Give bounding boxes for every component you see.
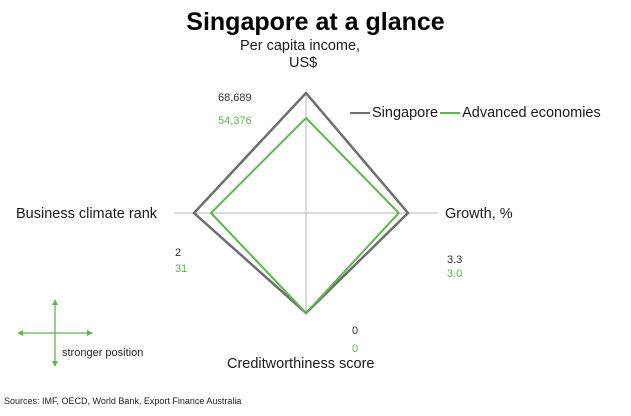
legend: Singapore Advanced economies bbox=[350, 105, 603, 121]
legend-swatch-singapore bbox=[350, 112, 370, 114]
legend-label-singapore: Singapore bbox=[372, 105, 439, 121]
axis-label-growth: Growth, % bbox=[445, 206, 513, 222]
key-arrow-left bbox=[17, 330, 23, 336]
value-label-singapore-growth: 3.3 bbox=[447, 254, 463, 266]
axis-label-creditworthiness: Creditworthiness score bbox=[227, 356, 375, 372]
value-label-advanced-growth: 3.0 bbox=[447, 268, 463, 280]
axis-label-income-line1: Per capita income, bbox=[240, 38, 361, 54]
value-label-singapore-income: 68,689 bbox=[218, 92, 252, 104]
axis-label-income-line2: US$ bbox=[289, 55, 318, 71]
chart-title: Singapore at a glance bbox=[186, 8, 445, 36]
value-label-advanced-business: 31 bbox=[175, 263, 188, 275]
key-arrow-down bbox=[52, 361, 58, 367]
axis-label-business-climate: Business climate rank bbox=[16, 206, 158, 222]
key-arrow-right bbox=[87, 330, 93, 336]
legend-item-singapore: Singapore bbox=[350, 105, 438, 121]
source-note: Sources: IMF, OECD, World Bank, Export F… bbox=[4, 396, 242, 406]
legend-swatch-advanced bbox=[440, 112, 461, 114]
value-label-singapore-credit: 0 bbox=[352, 325, 359, 337]
series-polygon-1 bbox=[209, 116, 401, 315]
direction-key bbox=[17, 299, 93, 367]
value-label-advanced-credit: 0 bbox=[352, 343, 359, 355]
series-layer bbox=[192, 91, 410, 315]
legend-label-advanced: Advanced economies bbox=[462, 105, 601, 121]
value-label-advanced-income: 54,376 bbox=[218, 115, 252, 127]
key-note-stronger-position: stronger position bbox=[62, 347, 144, 359]
legend-item-advanced: Advanced economies bbox=[440, 105, 601, 121]
key-arrow-up bbox=[52, 299, 58, 305]
axes-layer bbox=[174, 93, 438, 313]
value-label-singapore-business: 2 bbox=[175, 247, 182, 259]
